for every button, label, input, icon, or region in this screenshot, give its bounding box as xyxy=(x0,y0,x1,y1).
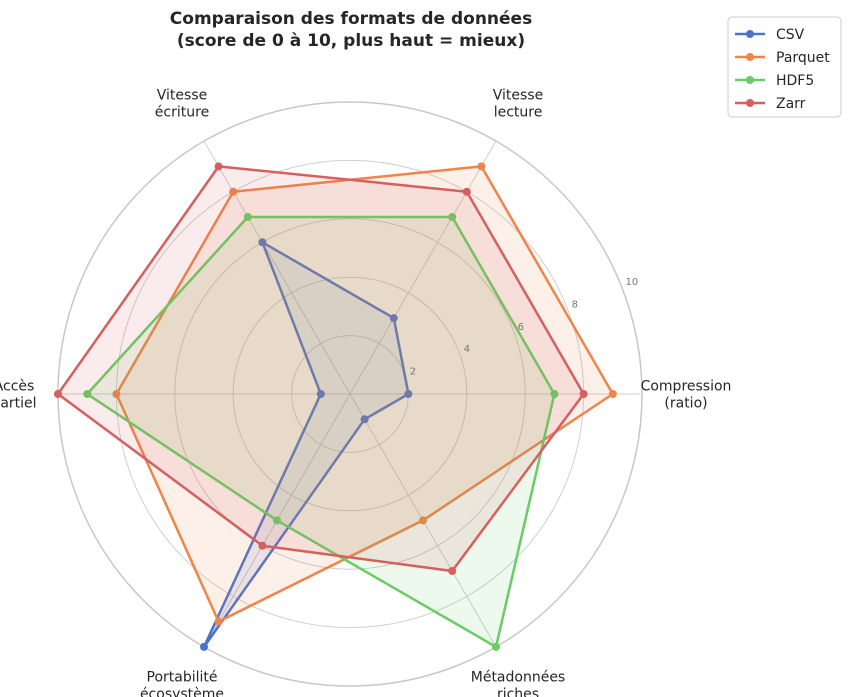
chart-title-line-1: Comparaison des formats de données xyxy=(170,9,532,29)
series-point-csv xyxy=(389,314,398,323)
series-point-zarr xyxy=(579,390,588,398)
series-point-csv xyxy=(200,642,208,651)
axis-label: lecture xyxy=(494,105,543,121)
series-point-hdf5 xyxy=(448,212,457,221)
axis-label: écriture xyxy=(155,105,209,121)
series-point-parquet xyxy=(608,390,617,398)
series-point-zarr xyxy=(54,390,62,398)
series-fill-zarr xyxy=(58,166,584,571)
radial-tick-label: 8 xyxy=(572,300,578,311)
legend-label: CSV xyxy=(776,27,805,43)
legend-marker xyxy=(746,30,754,38)
legend-marker xyxy=(746,99,754,107)
series-point-zarr xyxy=(214,162,223,171)
series-point-csv xyxy=(316,390,325,398)
axis-label: partiel xyxy=(0,396,37,412)
radial-tick-label: 4 xyxy=(464,344,470,355)
series-point-zarr xyxy=(258,541,267,550)
axis-label: Vitesse xyxy=(157,88,207,104)
axis-label: Compression xyxy=(641,379,732,395)
legend-label: Parquet xyxy=(776,50,830,66)
axis-label: Vitesse xyxy=(493,88,543,104)
radial-tick-label: 2 xyxy=(410,367,416,378)
grid-spoke xyxy=(203,140,351,395)
series-point-hdf5 xyxy=(243,212,252,221)
series-point-parquet xyxy=(419,516,427,525)
axis-label: Accès xyxy=(0,379,34,395)
series-point-zarr xyxy=(448,567,457,576)
radar-series xyxy=(54,162,617,651)
series-fill-hdf5 xyxy=(87,217,555,647)
series-point-zarr xyxy=(462,187,471,196)
series-point-hdf5 xyxy=(550,390,559,398)
axis-label: (ratio) xyxy=(664,396,707,412)
series-point-parquet xyxy=(112,390,121,398)
axis-labels: Compression(ratio)VitesselectureVitesseé… xyxy=(0,88,731,697)
legend: CSV Parquet HDF5 Zarr xyxy=(727,16,842,118)
legend-frame xyxy=(727,16,842,118)
axis-label: riches xyxy=(497,687,539,697)
radial-tick-label: 10 xyxy=(626,277,639,288)
legend-marker xyxy=(746,76,754,84)
series-point-hdf5 xyxy=(273,516,281,525)
axis-label: Métadonnées xyxy=(471,670,565,686)
radial-tick-labels: 2 4 6 8 10 xyxy=(410,277,639,377)
grid-spoke xyxy=(349,140,497,395)
series-point-csv xyxy=(360,415,369,424)
series-point-parquet xyxy=(477,162,486,171)
series-point-hdf5 xyxy=(492,642,500,651)
axis-label: écosystème xyxy=(140,687,224,697)
chart-title-line-2: (score de 0 à 10, plus haut = mieux) xyxy=(177,31,525,51)
legend-label: Zarr xyxy=(776,96,806,112)
series-point-hdf5 xyxy=(83,390,92,398)
axis-label: Portabilité xyxy=(147,670,218,686)
radial-tick-label: 6 xyxy=(518,322,524,333)
legend-marker xyxy=(746,53,754,61)
series-point-csv xyxy=(258,238,267,247)
series-point-parquet xyxy=(229,187,238,196)
legend-label: HDF5 xyxy=(776,73,814,89)
series-point-parquet xyxy=(214,617,223,626)
series-fill-csv xyxy=(204,242,409,647)
series-point-csv xyxy=(404,390,413,398)
